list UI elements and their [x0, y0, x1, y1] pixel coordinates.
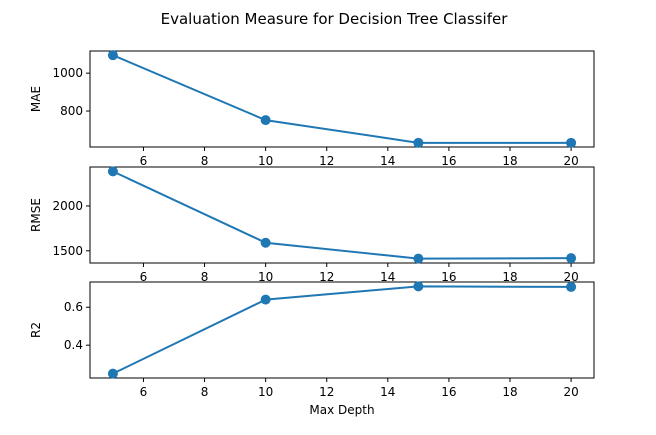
r2-xlabel: Max Depth	[309, 403, 374, 417]
r2-frame	[89, 281, 595, 379]
r2-data-point	[107, 368, 118, 379]
mae-xtick-label: 14	[380, 154, 395, 168]
rmse-axes: 6 8 10 12 14 16 18 20 1500 2000 RMSE	[29, 166, 595, 284]
mae-xtick-label: 10	[258, 154, 273, 168]
rmse-xtick-label: 14	[380, 270, 395, 284]
r2-xtick-label: 20	[563, 385, 578, 399]
r2-ylabel: R2	[29, 322, 43, 338]
r2-data-point	[413, 281, 424, 292]
r2-xtick-label: 12	[319, 385, 334, 399]
mae-series-line	[112, 54, 572, 144]
r2-xtick-label: 6	[140, 385, 148, 399]
mae-xtick-label: 12	[319, 154, 334, 168]
rmse-xtick-label: 16	[441, 270, 456, 284]
r2-ytick-label: 0.4	[64, 338, 83, 352]
rmse-data-point	[413, 253, 424, 264]
r2-ytick-label: 0.6	[64, 300, 83, 314]
rmse-xtick-label: 6	[140, 270, 148, 284]
mae-frame	[89, 50, 595, 148]
r2-xtick-label: 16	[441, 385, 456, 399]
mae-data-point	[260, 115, 271, 126]
rmse-xtick-label: 10	[258, 270, 273, 284]
mae-ytick-label: 1000	[52, 66, 83, 80]
r2-series-line	[112, 285, 572, 375]
subplots: 6 8 10 12 14 16 18 20 800 1000 MAE 6 8 10 12 14 16 18 20 15…	[29, 50, 595, 417]
mae-ytick-label: 800	[60, 104, 83, 118]
mae-data-point	[413, 137, 424, 148]
mae-axes: 6 8 10 12 14 16 18 20 800 1000 MAE	[29, 50, 595, 168]
r2-axes: 6 8 10 12 14 16 18 20 0.4 0.6 R2 Max Depth	[29, 281, 595, 417]
r2-xtick-label: 10	[258, 385, 273, 399]
mae-xtick-label: 6	[140, 154, 148, 168]
r2-data-point	[260, 294, 271, 305]
rmse-ytick-label: 2000	[52, 199, 83, 213]
rmse-xtick-label: 18	[502, 270, 517, 284]
rmse-xtick-label: 20	[563, 270, 578, 284]
rmse-ylabel: RMSE	[29, 198, 43, 232]
figure-title: Evaluation Measure for Decision Tree Cla…	[161, 10, 509, 28]
mae-ylabel: MAE	[29, 86, 43, 112]
rmse-data-point	[566, 253, 577, 264]
mae-xtick-label: 16	[441, 154, 456, 168]
mae-xtick-label: 8	[201, 154, 209, 168]
mae-data-point	[566, 137, 577, 148]
rmse-frame	[89, 166, 595, 264]
mae-xtick-label: 20	[563, 154, 578, 168]
r2-xtick-label: 14	[380, 385, 395, 399]
rmse-data-point	[107, 166, 118, 177]
rmse-data-point	[260, 237, 271, 248]
mae-xtick-label: 18	[502, 154, 517, 168]
r2-xtick-label: 18	[502, 385, 517, 399]
mae-data-point	[107, 50, 118, 61]
r2-data-point	[566, 281, 577, 292]
rmse-xtick-label: 8	[201, 270, 209, 284]
rmse-xtick-label: 12	[319, 270, 334, 284]
rmse-series-line	[112, 170, 572, 260]
r2-xtick-label: 8	[201, 385, 209, 399]
rmse-ytick-label: 1500	[52, 244, 83, 258]
